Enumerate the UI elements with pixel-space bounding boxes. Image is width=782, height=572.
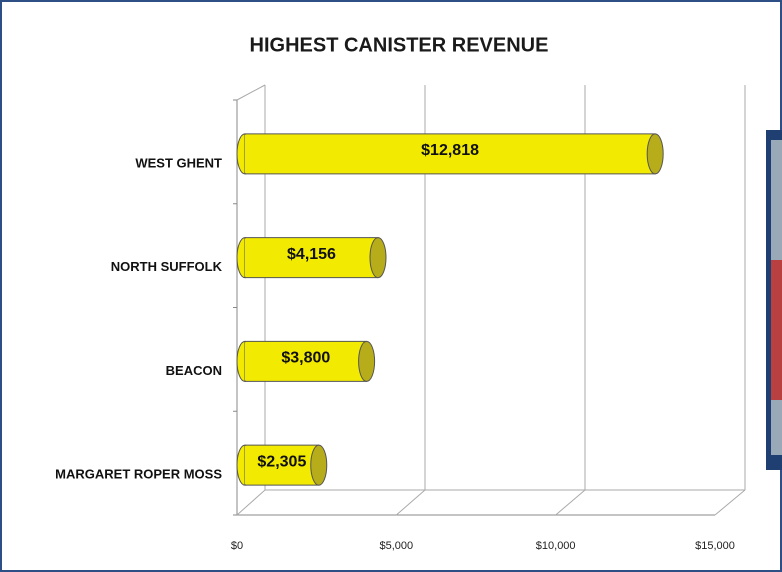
x-tick-label: $5,000 (380, 540, 414, 552)
value-label: $3,800 (281, 350, 330, 367)
photo-image-part (771, 260, 782, 400)
bar-cap (647, 134, 663, 174)
frame (1, 1, 781, 571)
value-label: $2,305 (257, 453, 306, 470)
value-label: $12,818 (421, 142, 479, 159)
bar-cap (370, 238, 386, 278)
y-tick-label: MARGARET ROPER MOSS (55, 467, 222, 482)
y-tick-label: WEST GHENT (135, 155, 222, 170)
value-label: $4,156 (287, 246, 336, 263)
chart-title: HIGHEST CANISTER REVENUE (250, 34, 549, 56)
chart: HIGHEST CANISTER REVENUE $0 $5,000 $10,000… (0, 0, 782, 572)
photo (766, 130, 782, 470)
y-tick-label: BEACON (166, 363, 222, 378)
y-tick-label: NORTH SUFFOLK (111, 259, 223, 274)
bar-cap (359, 341, 375, 381)
x-tick-label: $15,000 (695, 540, 735, 552)
x-tick-label: $10,000 (536, 540, 576, 552)
x-tick-label: $0 (231, 540, 243, 552)
bar-cap (311, 445, 327, 485)
